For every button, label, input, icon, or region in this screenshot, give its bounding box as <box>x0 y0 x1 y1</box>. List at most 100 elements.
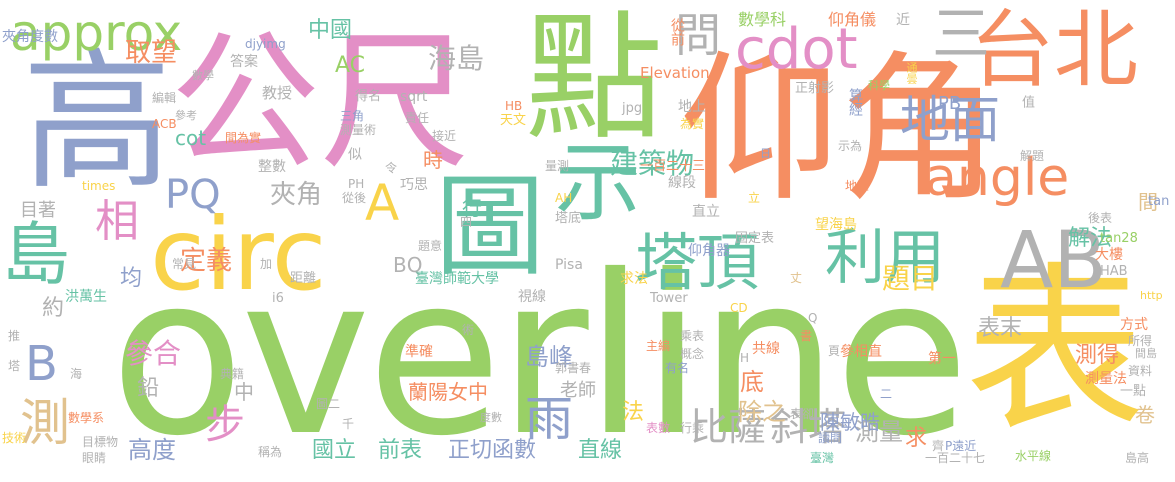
word: 典籍 <box>220 367 245 381</box>
word: 後表 <box>1088 211 1113 225</box>
word: 中國 <box>308 18 353 43</box>
word: 圖二 <box>316 397 341 411</box>
word: 法 <box>622 400 645 425</box>
word: 取望 <box>125 38 178 68</box>
word: 近 <box>894 12 910 26</box>
word: 卷 <box>1135 403 1155 427</box>
word: 數學科 <box>738 10 787 29</box>
word: 接近 <box>432 129 457 143</box>
word: 眼睛 <box>82 451 107 465</box>
word: A <box>365 174 400 232</box>
word: 求 <box>905 426 928 451</box>
word: http <box>1140 289 1163 302</box>
word: PQ <box>165 172 221 218</box>
word: 表卻 <box>790 407 815 421</box>
word: 測得 <box>1075 343 1120 368</box>
word: 距離 <box>290 271 317 286</box>
word: 地面 <box>900 91 1000 149</box>
word: 示 <box>555 133 641 233</box>
word: 前表 <box>378 438 423 463</box>
word: 整數 <box>258 159 286 175</box>
word: PB <box>938 93 962 114</box>
word: 望海島 <box>815 217 857 233</box>
word: 國立 <box>312 438 357 463</box>
word: 島 <box>2 216 71 295</box>
word: Elevation <box>640 64 710 82</box>
word: 丈 <box>790 271 803 285</box>
word: 解法 <box>1068 226 1113 251</box>
word: 測量術 <box>340 123 377 137</box>
word: 定義 <box>180 246 233 276</box>
word: 塔頂 <box>635 226 760 299</box>
word: 資料 <box>1128 364 1153 378</box>
word: djyimg <box>245 37 286 51</box>
word: 似 <box>348 147 362 163</box>
word: 準確 <box>405 344 433 360</box>
word: 從後 <box>342 191 367 205</box>
word: 稱為 <box>258 445 283 459</box>
word: 台北 <box>970 1 1139 99</box>
word: 主編 <box>646 339 671 353</box>
word: 仰角 <box>680 36 1001 223</box>
word: 編輯 <box>152 91 177 105</box>
word: 三角 <box>340 109 365 123</box>
word: 臺灣師範大學 <box>415 271 499 287</box>
word: sqrt <box>400 89 428 105</box>
word: 從前 <box>669 18 685 46</box>
word: 得名 <box>355 89 382 104</box>
word: HAB <box>1100 264 1128 279</box>
word: 常見 <box>172 257 197 271</box>
word: 線段 <box>668 175 696 191</box>
word: 算經 <box>847 88 863 116</box>
word: ACB <box>152 117 177 131</box>
word: 讀問 <box>818 431 843 445</box>
word: CD <box>730 301 748 315</box>
word: 時 <box>423 148 443 172</box>
word: 雨 <box>525 391 574 447</box>
word: 測量法 <box>1085 371 1127 387</box>
word: 方式 <box>1120 317 1148 333</box>
word: 齊 <box>932 439 945 453</box>
word: 地區 <box>845 179 870 193</box>
word: 地上 <box>678 99 706 115</box>
word: 一百二十三 <box>640 159 706 174</box>
word: 有名 <box>665 361 690 375</box>
word: 臺灣 <box>810 451 835 465</box>
word: 底 <box>740 368 764 396</box>
word: 利用 <box>825 223 945 293</box>
word: 值 <box>1019 95 1034 108</box>
word: 間為實 <box>225 131 262 145</box>
word: 書 <box>800 329 813 343</box>
word: 公尺 <box>170 16 471 190</box>
word: 天文 <box>500 113 527 128</box>
word: 步 <box>205 402 245 448</box>
word: 約 <box>42 296 65 321</box>
word: circ <box>150 196 327 313</box>
word: 測 <box>20 394 70 452</box>
word: 目標物 <box>82 435 119 449</box>
word: 老師 <box>560 380 596 401</box>
word: angle <box>925 148 1070 208</box>
word: 日 <box>760 147 771 160</box>
word: Tower <box>650 291 688 306</box>
word: 高 <box>22 36 173 210</box>
word: 巧思 <box>400 177 428 193</box>
word: 題目 <box>882 262 939 295</box>
word: 科學 <box>868 79 890 92</box>
word: 鉛 <box>137 376 160 401</box>
word: 洪萬生 <box>65 289 107 305</box>
word: 直線 <box>578 438 623 463</box>
word: BQ <box>393 253 423 277</box>
word: 為實 <box>680 117 705 131</box>
word: 求法 <box>620 271 648 287</box>
word: overline <box>110 228 970 482</box>
word: 乘表 <box>680 329 705 343</box>
word: 數學系 <box>68 411 105 425</box>
word: 參相直 <box>840 344 882 360</box>
word: 比薩 <box>690 405 767 449</box>
word: 仰角器 <box>688 243 730 259</box>
word: jpg <box>622 101 643 116</box>
word: P遠近 <box>945 439 977 453</box>
word: 固定表 <box>735 231 775 246</box>
word: 圖 <box>435 163 545 291</box>
